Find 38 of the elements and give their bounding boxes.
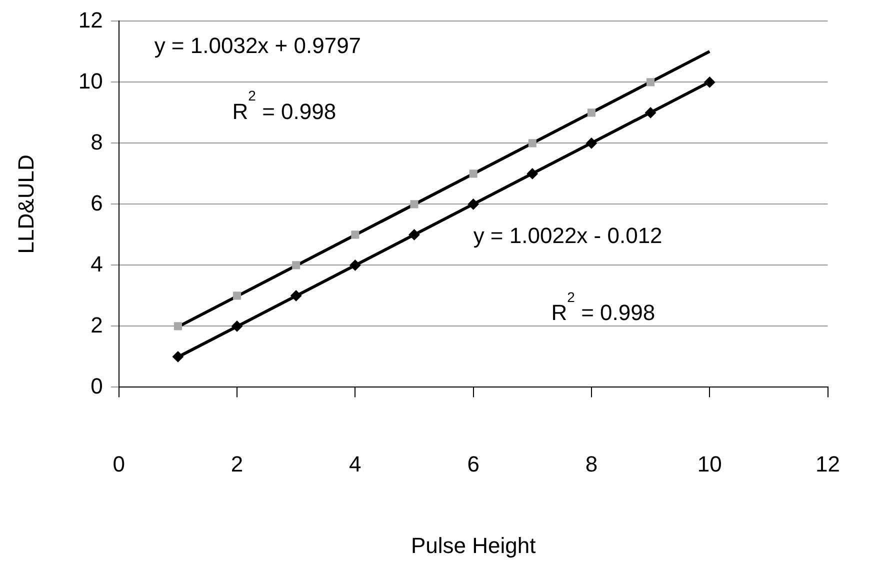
point: [292, 261, 300, 270]
point: [350, 260, 361, 271]
point: [704, 76, 716, 88]
point: [469, 170, 478, 178]
y-tick-label: 10: [78, 68, 103, 94]
x-axis-title: Pulse Height: [410, 532, 536, 558]
point: [408, 229, 420, 240]
y-tick-label: 2: [90, 312, 103, 338]
point: [528, 139, 536, 148]
point: [587, 108, 596, 117]
y-tick-label: 12: [78, 7, 103, 32]
point: [232, 292, 242, 300]
point: [290, 290, 302, 302]
point: [232, 320, 243, 332]
point: [174, 322, 182, 330]
x-tick-label: 10: [697, 451, 722, 476]
point: [645, 107, 656, 118]
point: [646, 78, 655, 86]
point: [468, 198, 479, 210]
point: [410, 200, 418, 208]
y-tick-label: 4: [90, 251, 103, 276]
y-tick-label: 6: [90, 190, 103, 216]
x-tick-label: 2: [230, 451, 244, 476]
point: [351, 230, 360, 239]
annotation: y = 1.0022x - 0.012: [473, 223, 662, 248]
annotation: R2 = 0.998: [232, 88, 336, 124]
x-tick-label: 6: [467, 451, 480, 476]
x-tick-label: 0: [112, 451, 125, 476]
point: [526, 168, 538, 180]
y-tick-label: 8: [90, 129, 103, 154]
point: [586, 138, 597, 149]
x-tick-label: 8: [585, 451, 598, 476]
x-tick-label: 4: [349, 451, 362, 476]
point: [172, 351, 184, 362]
annotation: y = 1.0032x + 0.9797: [154, 32, 362, 58]
y-tick-label: 0: [90, 373, 103, 398]
x-tick-label: 12: [816, 451, 840, 476]
y-axis-title: LLD&ULD: [13, 154, 38, 254]
